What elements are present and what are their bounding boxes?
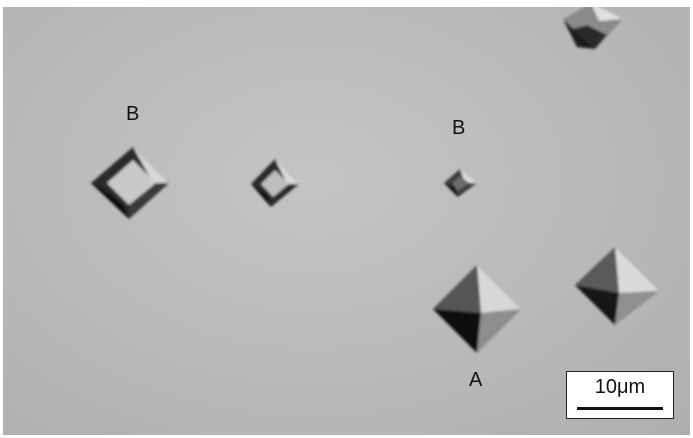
label-b-right: B <box>452 118 465 138</box>
indent-b-small <box>444 169 477 197</box>
scale-bar-line <box>577 407 663 410</box>
indent-top-right <box>563 7 623 49</box>
scale-bar: 10μm <box>566 371 674 419</box>
label-a: A <box>469 370 482 390</box>
indent-a <box>433 265 521 353</box>
indent-b-large <box>91 147 169 219</box>
indent-right <box>575 247 659 325</box>
label-b-left: B <box>126 104 139 124</box>
scale-bar-label: 10μm <box>567 376 673 399</box>
indent-medium <box>251 159 299 207</box>
